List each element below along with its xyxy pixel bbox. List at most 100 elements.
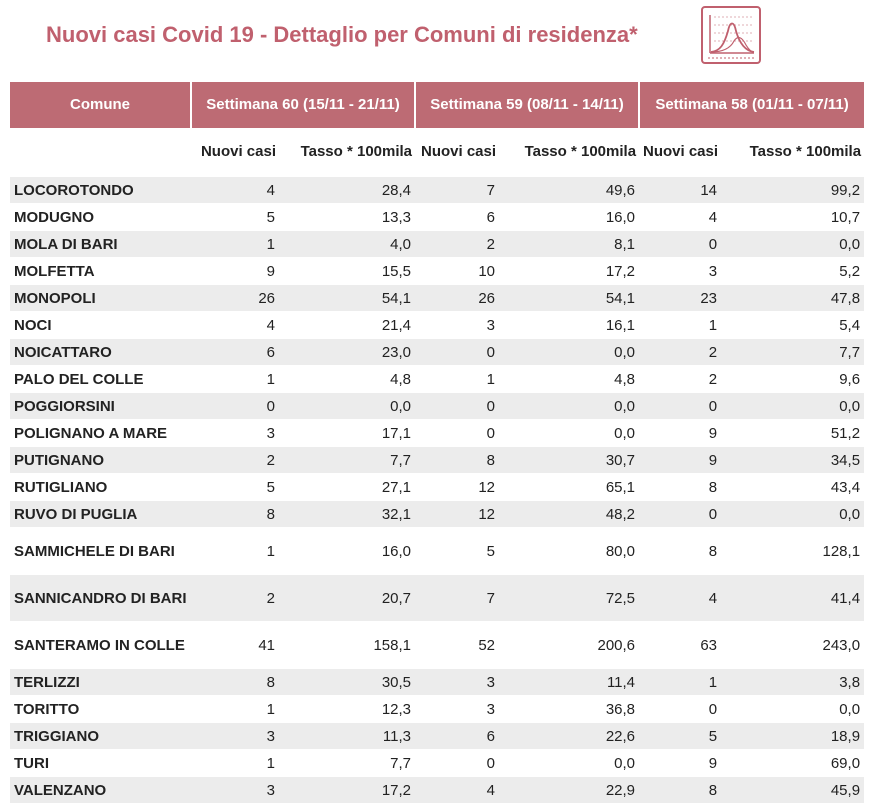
header-week60: Settimana 60 (15/11 - 21/11) [191, 82, 417, 128]
w58-rate-cell: 5,2 [721, 257, 865, 285]
w58-rate-cell: 3,8 [721, 668, 865, 696]
w58-rate-cell: 243,0 [721, 621, 865, 669]
w58-cases-cell: 8 [639, 527, 722, 575]
table-row: POLIGNANO A MARE 3 17,1 0 0,0 9 51,2 [10, 419, 865, 447]
w58-rate-cell: 51,2 [721, 419, 865, 447]
w60-cases-cell: 2 [191, 574, 279, 622]
comune-name: NOICATTARO [10, 338, 191, 366]
table-subheader-row: Nuovi casi Tasso * 100mila Nuovi casi Ta… [10, 128, 865, 177]
w58-cases-cell: 9 [639, 749, 722, 777]
table-row: SANTERAMO IN COLLE 41 158,1 52 200,6 63 243,0 [10, 621, 865, 669]
w59-rate-cell: 36,8 [499, 695, 640, 723]
w59-cases-cell: 52 [415, 621, 500, 669]
cases-table: Comune Settimana 60 (15/11 - 21/11) Sett… [10, 82, 865, 804]
table-row: MONOPOLI 26 54,1 26 54,1 23 47,8 [10, 284, 865, 312]
comune-name: MONOPOLI [10, 284, 191, 312]
w59-cases-cell: 8 [415, 446, 500, 474]
page-title: Nuovi casi Covid 19 - Dettaglio per Comu… [46, 22, 638, 47]
w60-cases-cell: 0 [191, 392, 279, 420]
comune-name: MOLA DI BARI [10, 230, 191, 258]
comune-name: NOCI [10, 311, 191, 339]
w60-cases-cell: 4 [191, 311, 279, 339]
w59-cases-cell: 6 [415, 203, 500, 231]
w59-rate-cell: 30,7 [499, 446, 640, 474]
w60-cases-cell: 1 [191, 365, 279, 393]
w58-cases-cell: 23 [639, 284, 722, 312]
comune-name: SAMMICHELE DI BARI [10, 527, 191, 575]
w60-rate-cell: 30,5 [279, 668, 416, 696]
w58-rate-cell: 41,4 [721, 574, 865, 622]
w59-rate-cell: 22,9 [499, 776, 640, 804]
comune-name: RUVO DI PUGLIA [10, 500, 191, 528]
w58-rate-cell: 10,7 [721, 203, 865, 231]
comune-name: SANTERAMO IN COLLE [10, 621, 191, 669]
subheader-rate: Tasso * 100mila [499, 128, 640, 177]
w58-cases-cell: 4 [639, 203, 722, 231]
table-row: TRIGGIANO 3 11,3 6 22,6 5 18,9 [10, 722, 865, 750]
w59-cases-cell: 3 [415, 311, 500, 339]
w59-cases-cell: 0 [415, 749, 500, 777]
page-header: Nuovi casi Covid 19 - Dettaglio per Comu… [0, 0, 872, 76]
header-week59: Settimana 59 (08/11 - 14/11) [415, 82, 641, 128]
table-row: RUTIGLIANO 5 27,1 12 65,1 8 43,4 [10, 473, 865, 501]
comune-name: POLIGNANO A MARE [10, 419, 191, 447]
w58-cases-cell: 8 [639, 473, 722, 501]
comune-name: MODUGNO [10, 203, 191, 231]
table-row: SANNICANDRO DI BARI 2 20,7 7 72,5 4 41,4 [10, 574, 865, 622]
w60-cases-cell: 8 [191, 668, 279, 696]
w59-rate-cell: 54,1 [499, 284, 640, 312]
w58-cases-cell: 0 [639, 230, 722, 258]
w59-rate-cell: 0,0 [499, 749, 640, 777]
w58-cases-cell: 9 [639, 419, 722, 447]
w58-cases-cell: 0 [639, 500, 722, 528]
w59-rate-cell: 72,5 [499, 574, 640, 622]
subheader-cases: Nuovi casi [639, 128, 722, 177]
subheader-rate: Tasso * 100mila [721, 128, 865, 177]
w58-cases-cell: 2 [639, 365, 722, 393]
w60-cases-cell: 1 [191, 527, 279, 575]
comune-name: TERLIZZI [10, 668, 191, 696]
w59-rate-cell: 8,1 [499, 230, 640, 258]
w60-cases-cell: 4 [191, 176, 279, 204]
table-row: SAMMICHELE DI BARI 1 16,0 5 80,0 8 128,1 [10, 527, 865, 575]
w58-cases-cell: 0 [639, 695, 722, 723]
w60-rate-cell: 4,8 [279, 365, 416, 393]
w59-cases-cell: 12 [415, 473, 500, 501]
table-row: TURI 1 7,7 0 0,0 9 69,0 [10, 749, 865, 777]
w58-cases-cell: 4 [639, 574, 722, 622]
w58-rate-cell: 0,0 [721, 230, 865, 258]
table-row: LOCOROTONDO 4 28,4 7 49,6 14 99,2 [10, 176, 865, 204]
subheader-empty [10, 128, 191, 177]
w60-rate-cell: 158,1 [279, 621, 416, 669]
table-row: RUVO DI PUGLIA 8 32,1 12 48,2 0 0,0 [10, 500, 865, 528]
w60-cases-cell: 8 [191, 500, 279, 528]
w60-rate-cell: 27,1 [279, 473, 416, 501]
w60-cases-cell: 3 [191, 419, 279, 447]
w59-rate-cell: 22,6 [499, 722, 640, 750]
table-row: TORITTO 1 12,3 3 36,8 0 0,0 [10, 695, 865, 723]
w58-rate-cell: 0,0 [721, 695, 865, 723]
comune-name: LOCOROTONDO [10, 176, 191, 204]
subheader-cases: Nuovi casi [415, 128, 500, 177]
w60-rate-cell: 7,7 [279, 446, 416, 474]
w58-cases-cell: 3 [639, 257, 722, 285]
w60-cases-cell: 5 [191, 203, 279, 231]
w60-rate-cell: 28,4 [279, 176, 416, 204]
table-row: MOLA DI BARI 1 4,0 2 8,1 0 0,0 [10, 230, 865, 258]
w59-rate-cell: 200,6 [499, 621, 640, 669]
w60-rate-cell: 17,2 [279, 776, 416, 804]
w59-rate-cell: 11,4 [499, 668, 640, 696]
w60-rate-cell: 7,7 [279, 749, 416, 777]
w58-cases-cell: 5 [639, 722, 722, 750]
w60-rate-cell: 21,4 [279, 311, 416, 339]
w59-cases-cell: 6 [415, 722, 500, 750]
w60-rate-cell: 4,0 [279, 230, 416, 258]
table-row: PALO DEL COLLE 1 4,8 1 4,8 2 9,6 [10, 365, 865, 393]
w59-rate-cell: 49,6 [499, 176, 640, 204]
w59-cases-cell: 10 [415, 257, 500, 285]
w60-cases-cell: 1 [191, 749, 279, 777]
w58-cases-cell: 14 [639, 176, 722, 204]
w59-rate-cell: 4,8 [499, 365, 640, 393]
w58-rate-cell: 99,2 [721, 176, 865, 204]
w59-rate-cell: 48,2 [499, 500, 640, 528]
